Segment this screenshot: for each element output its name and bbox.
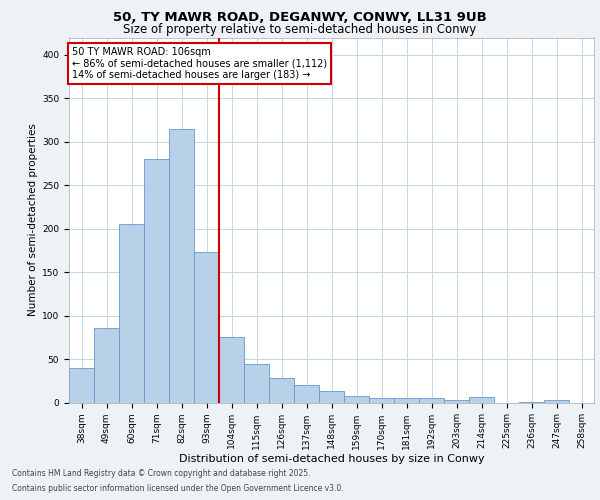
Bar <box>369 398 394 402</box>
Y-axis label: Number of semi-detached properties: Number of semi-detached properties <box>28 124 38 316</box>
Text: 50 TY MAWR ROAD: 106sqm
← 86% of semi-detached houses are smaller (1,112)
14% of: 50 TY MAWR ROAD: 106sqm ← 86% of semi-de… <box>71 46 327 80</box>
Bar <box>244 364 269 403</box>
Bar <box>94 328 119 402</box>
Bar <box>544 400 569 402</box>
Bar <box>69 368 94 402</box>
Text: Contains public sector information licensed under the Open Government Licence v3: Contains public sector information licen… <box>12 484 344 493</box>
Bar <box>144 159 169 402</box>
Bar <box>319 391 344 402</box>
Text: Contains HM Land Registry data © Crown copyright and database right 2025.: Contains HM Land Registry data © Crown c… <box>12 469 311 478</box>
Text: 50, TY MAWR ROAD, DEGANWY, CONWY, LL31 9UB: 50, TY MAWR ROAD, DEGANWY, CONWY, LL31 9… <box>113 11 487 24</box>
Bar <box>344 396 369 402</box>
Bar <box>394 398 419 402</box>
X-axis label: Distribution of semi-detached houses by size in Conwy: Distribution of semi-detached houses by … <box>179 454 484 464</box>
Bar <box>469 398 494 402</box>
Bar <box>119 224 144 402</box>
Bar <box>169 128 194 402</box>
Bar <box>194 252 219 402</box>
Bar <box>269 378 294 402</box>
Bar <box>444 400 469 402</box>
Bar <box>219 338 244 402</box>
Bar <box>419 398 444 402</box>
Text: Size of property relative to semi-detached houses in Conwy: Size of property relative to semi-detach… <box>124 22 476 36</box>
Bar <box>294 385 319 402</box>
